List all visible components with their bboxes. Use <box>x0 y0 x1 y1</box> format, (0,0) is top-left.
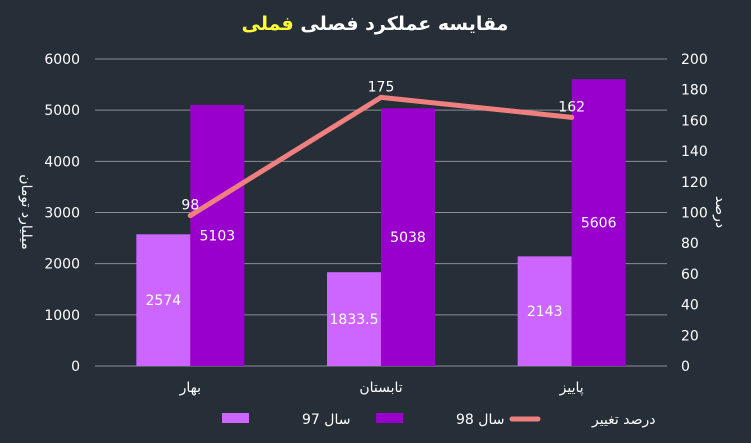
y-axis-title: میلیارد تومان <box>18 174 34 249</box>
bar <box>517 256 572 366</box>
y2-tick-label: 80 <box>681 236 699 252</box>
bar-data-label: 5606 <box>581 216 617 232</box>
y2-tick-label: 60 <box>681 267 699 283</box>
bar <box>327 272 381 366</box>
line-data-label: 98 <box>181 198 199 214</box>
legend-label: سال 97 <box>302 412 350 428</box>
bar <box>381 108 435 366</box>
bar-data-label: 5103 <box>200 228 236 244</box>
line-point <box>187 213 193 219</box>
y2-tick-label: 200 <box>681 52 708 68</box>
chart-title-main: مقایسه عملکرد فصلی <box>294 13 509 35</box>
legend-swatch <box>222 413 249 423</box>
y2-tick-label: 20 <box>681 328 699 344</box>
y-tick-label: 3000 <box>44 206 80 222</box>
category-label: پاییز <box>559 380 584 396</box>
bar-data-label: 5038 <box>390 230 426 246</box>
line-data-label: 175 <box>368 79 395 95</box>
y2-axis-title: درصد <box>712 196 728 228</box>
line-data-label: 162 <box>558 99 585 115</box>
line-point <box>569 114 575 120</box>
legend-label: سال 98 <box>456 412 504 428</box>
bar-data-label: 2574 <box>146 293 182 309</box>
legend-swatch <box>376 413 403 423</box>
y2-tick-label: 100 <box>681 206 708 222</box>
y-tick-label: 5000 <box>44 103 80 119</box>
y-tick-label: 6000 <box>44 52 80 68</box>
y2-tick-label: 160 <box>681 113 708 129</box>
chart-title: مقایسه عملکرد فصلی فملی <box>242 13 509 35</box>
y-tick-label: 2000 <box>44 257 80 273</box>
bar-data-label: 1833.5 <box>330 312 379 328</box>
bar-data-label: 2143 <box>527 304 563 320</box>
y2-tick-label: 180 <box>681 83 708 99</box>
y2-tick-label: 140 <box>681 144 708 160</box>
chart-title-highlight: فملی <box>242 13 294 35</box>
bar <box>571 79 626 366</box>
category-label: تابستان <box>359 380 402 396</box>
bar <box>190 104 245 367</box>
y-tick-label: 1000 <box>44 308 80 324</box>
y-tick-label: 4000 <box>44 154 80 170</box>
y2-tick-label: 120 <box>681 175 708 191</box>
y2-tick-label: 0 <box>681 359 690 375</box>
y2-tick-label: 40 <box>681 298 699 314</box>
legend-label: درصد تغییر <box>591 412 656 428</box>
y-tick-label: 0 <box>71 359 80 375</box>
line-point <box>378 94 384 100</box>
category-label: بهار <box>179 380 201 396</box>
bar <box>136 234 191 366</box>
